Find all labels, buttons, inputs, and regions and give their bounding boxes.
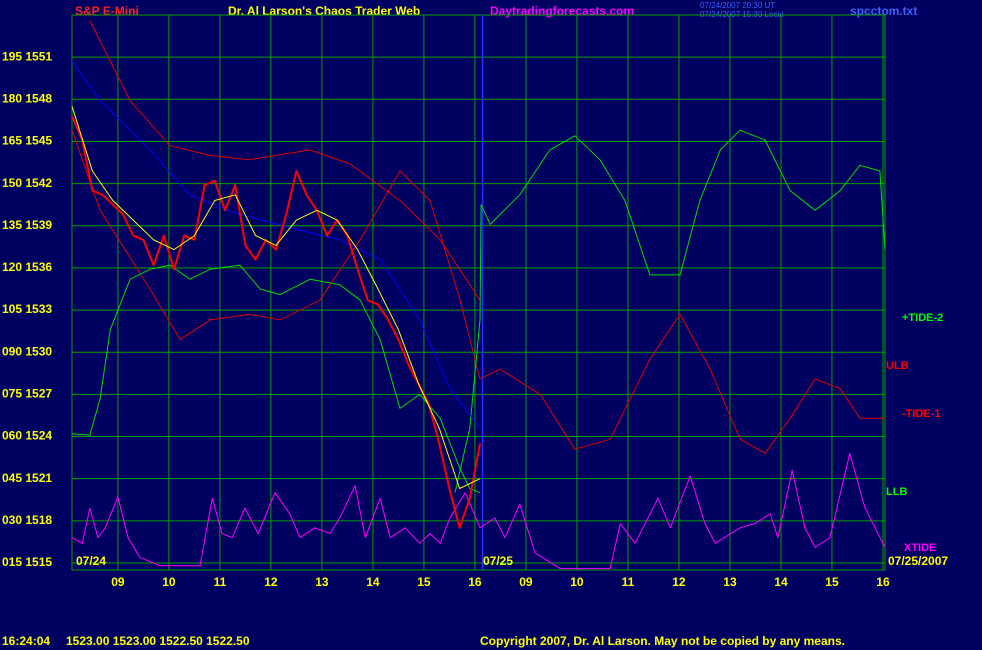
- clock: 16:24:04: [2, 634, 50, 648]
- y-tick-label: 105 1533: [2, 302, 52, 316]
- y-tick-label: 150 1542: [2, 176, 52, 190]
- y-tick-label: 165 1545: [2, 134, 52, 148]
- x-tick-label: 11: [214, 575, 227, 589]
- x-tick-label: 11: [622, 575, 635, 589]
- y-tick-label: 015 1515: [2, 555, 52, 569]
- x-tick-label: 12: [672, 575, 686, 589]
- line-label: -TIDE-1: [902, 408, 941, 420]
- x-tick-label: 16: [468, 575, 482, 589]
- site: Daytradingforecasts.com: [490, 4, 634, 18]
- x-tick-label: 10: [570, 575, 584, 589]
- x-tick-label: 10: [162, 575, 176, 589]
- line-label: XTIDE: [904, 542, 936, 554]
- file-name: spcctom.txt: [850, 4, 917, 18]
- x-tick-label: 14: [774, 575, 788, 589]
- x-tick-label: 13: [723, 575, 737, 589]
- x-tick-label: 14: [366, 575, 380, 589]
- y-tick-label: 030 1518: [2, 513, 52, 527]
- line-label: LLB: [886, 486, 907, 498]
- series-line: [71, 130, 885, 454]
- y-tick-label: 180 1548: [2, 91, 52, 105]
- symbol: S&P E-Mini: [75, 4, 139, 18]
- x-tick-label: 09: [111, 575, 125, 589]
- series-line: [71, 115, 481, 529]
- time-ut: 07/24/2007 20:30 UT: [700, 1, 775, 10]
- x-tick-label: 16: [876, 575, 890, 589]
- series-line: [71, 61, 481, 429]
- y-tick-label: 090 1530: [2, 344, 52, 358]
- date-label: 07/25: [483, 554, 513, 568]
- x-tick-label: 09: [519, 575, 533, 589]
- line-label: ULB: [886, 360, 909, 372]
- line-label: +TIDE-2: [902, 312, 943, 324]
- x-tick-label: 13: [315, 575, 329, 589]
- y-tick-label: 060 1524: [2, 429, 52, 443]
- x-tick-label: 12: [264, 575, 278, 589]
- y-tick-label: 045 1521: [2, 471, 52, 485]
- chart-title: Dr. Al Larson's Chaos Trader Web: [228, 4, 420, 18]
- x-tick-label: 15: [825, 575, 839, 589]
- series-line: [71, 452, 886, 570]
- y-tick-label: 135 1539: [2, 218, 52, 232]
- series-line: [454, 129, 886, 493]
- date-label: 07/25/2007: [888, 554, 948, 568]
- y-tick-label: 195 1551: [2, 49, 52, 63]
- copyright: Copyright 2007, Dr. Al Larson. May not b…: [480, 634, 845, 648]
- date-label: 07/24: [76, 554, 106, 568]
- y-tick-label: 075 1527: [2, 387, 52, 401]
- x-tick-label: 15: [417, 575, 431, 589]
- quote: 1523.00 1523.00 1522.50 1522.50: [66, 634, 250, 648]
- series-line: [89, 20, 481, 301]
- y-tick-label: 120 1536: [2, 260, 52, 274]
- plot-frame: [71, 14, 886, 571]
- series-line: [71, 106, 481, 489]
